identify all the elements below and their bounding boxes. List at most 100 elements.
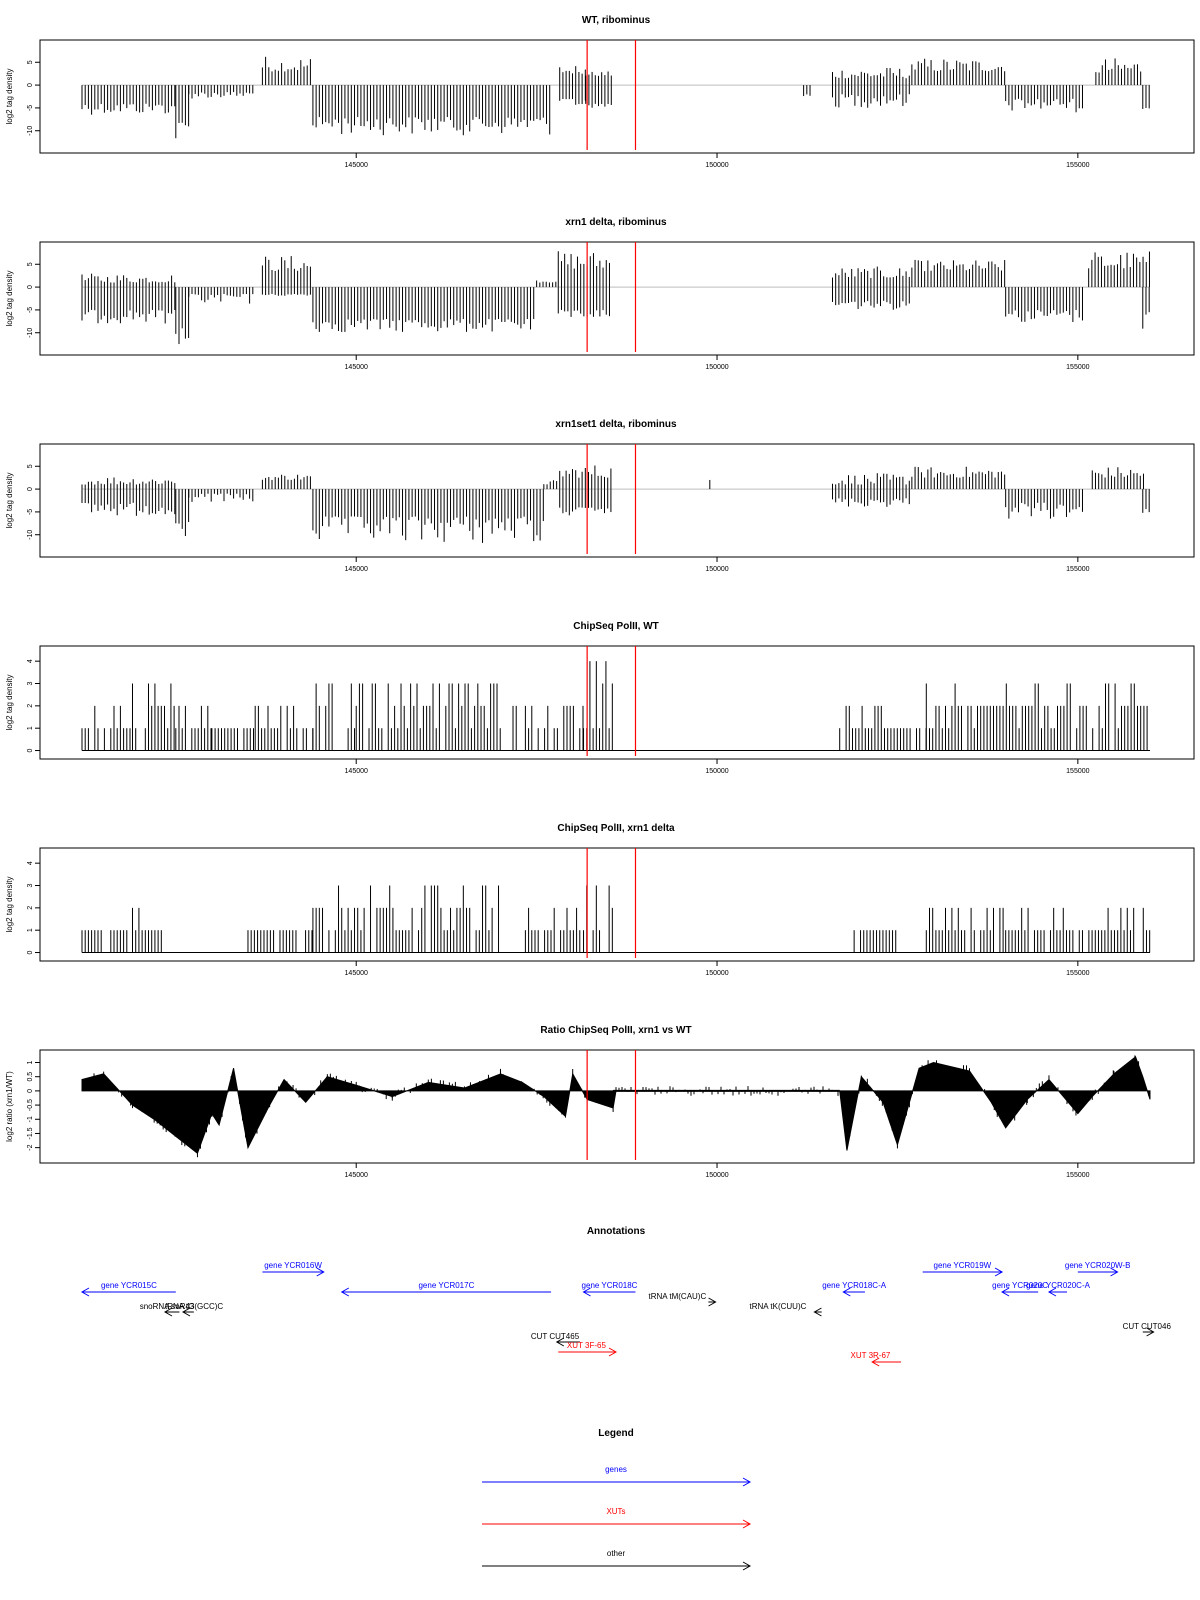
gene-label: gene YCR020C-A <box>1026 1281 1091 1290</box>
signal-region <box>559 465 612 490</box>
y-tick-label: 4 <box>27 659 34 663</box>
signal-region <box>1005 85 1083 113</box>
signal-region <box>1142 85 1150 109</box>
signal-region <box>853 930 897 953</box>
gene-arrow <box>80 1287 176 1297</box>
gene-arrow <box>1077 1267 1119 1277</box>
y-axis-label: log2 tag density <box>5 472 14 528</box>
other-label: CUT CUT046 <box>1123 1322 1172 1331</box>
y-tick-label: 5 <box>27 464 34 468</box>
arrow-head <box>340 1287 350 1297</box>
y-tick-label: -5 <box>27 105 34 111</box>
signal-region <box>536 280 557 288</box>
xut-arrow <box>871 1357 902 1367</box>
y-tick-label: 3 <box>27 883 34 887</box>
signal-region <box>524 907 581 953</box>
signal-region <box>261 474 311 490</box>
y-tick-label: -10 <box>27 126 34 136</box>
signal-region <box>312 287 535 332</box>
signal-region <box>911 58 1006 86</box>
signal-region <box>188 85 254 99</box>
signal-region <box>925 683 1148 751</box>
arrow-head <box>555 1337 565 1347</box>
other-label: tRNA tK(CUU)C <box>750 1302 807 1311</box>
x-tick-label: 155000 <box>1066 364 1089 371</box>
legend-item: genes <box>482 1465 752 1487</box>
signal-region <box>261 287 311 296</box>
y-tick-label: 0 <box>27 285 34 289</box>
xut-arrow <box>558 1347 618 1357</box>
panel-title: WT, ribominus <box>582 15 651 26</box>
x-tick-label: 145000 <box>345 768 368 775</box>
arrow-head <box>582 1287 591 1297</box>
signal-region <box>81 477 176 490</box>
plot-frame <box>39 1049 1195 1164</box>
legend-item: other <box>482 1549 752 1571</box>
panel-title: xrn1 delta, ribominus <box>565 217 667 228</box>
gene-label: gene YCR019W <box>934 1261 992 1270</box>
x-tick-label: 145000 <box>345 566 368 573</box>
y-tick-label: -5 <box>27 509 34 515</box>
signal-region <box>559 489 612 516</box>
other-label: snoRNA snR43 <box>140 1302 195 1311</box>
y-axis-label: log2 tag density <box>5 876 14 932</box>
signal-region <box>312 85 551 136</box>
signal-region <box>559 85 586 105</box>
signal-region <box>188 489 254 502</box>
other-arrow <box>1142 1327 1155 1337</box>
x-tick-label: 155000 <box>1066 566 1089 573</box>
y-tick-label: 5 <box>27 262 34 266</box>
data-marks <box>81 444 1150 554</box>
arrow-head <box>742 1561 752 1571</box>
plot-frame <box>39 847 1195 962</box>
gene-label: gene YCR020C <box>992 1281 1048 1290</box>
signal-region <box>524 705 584 751</box>
x-tick-label: 145000 <box>345 364 368 371</box>
signal-region <box>831 266 910 288</box>
y-tick-label: -1 <box>27 1116 34 1122</box>
signal-region <box>312 489 544 543</box>
signal-region <box>557 287 610 317</box>
panel-chipseq_wt: ChipSeq PolII, WT log2 tag density 0 1 2 3 4 14… <box>5 621 1195 775</box>
x-tick-label: 150000 <box>705 1172 728 1179</box>
x-tick-label: 150000 <box>705 364 728 371</box>
x-tick-label: 155000 <box>1066 1172 1089 1179</box>
arrow-head <box>163 1307 173 1317</box>
gene-arrow <box>842 1287 865 1297</box>
signal-region <box>81 287 176 324</box>
signal-region <box>312 683 356 751</box>
x-tick-label: 155000 <box>1066 970 1089 977</box>
gene-arrow <box>1001 1287 1039 1297</box>
gene-arrow <box>582 1287 636 1297</box>
legend-items: genes XUTs other <box>482 1465 752 1571</box>
signal-region <box>312 885 500 953</box>
gene-label: gene YCR020W-B <box>1065 1261 1131 1270</box>
signal-region <box>831 85 910 108</box>
legend-arrow <box>482 1477 752 1487</box>
y-tick-label: 4 <box>27 861 34 865</box>
y-axis-label: log2 tag density <box>5 68 14 124</box>
signal-region <box>211 728 254 751</box>
x-tick-label: 155000 <box>1066 768 1089 775</box>
signal-region <box>81 85 176 115</box>
y-tick-label: 2 <box>27 704 34 708</box>
arrow-head <box>316 1267 325 1277</box>
arrow-head <box>742 1477 752 1487</box>
arrow-head <box>608 1347 618 1357</box>
signal-region <box>583 661 613 751</box>
y-axis-label: log2 tag density <box>5 270 14 326</box>
y-tick-label: 0.5 <box>27 1072 34 1082</box>
signal-region <box>831 489 910 507</box>
y-tick-label: 0 <box>27 950 34 954</box>
signal-region <box>254 705 314 751</box>
signal-region <box>175 85 190 139</box>
x-tick-label: 145000 <box>345 162 368 169</box>
gene-label: gene YCR017C <box>418 1281 474 1290</box>
data-marks <box>81 1050 1151 1160</box>
other-arrow <box>163 1307 180 1317</box>
xut-label: XUT 3F-65 <box>567 1341 607 1350</box>
arrow-head <box>871 1357 880 1367</box>
data-marks <box>81 40 1150 150</box>
legend: Legend genes XUTs other <box>482 1428 752 1571</box>
